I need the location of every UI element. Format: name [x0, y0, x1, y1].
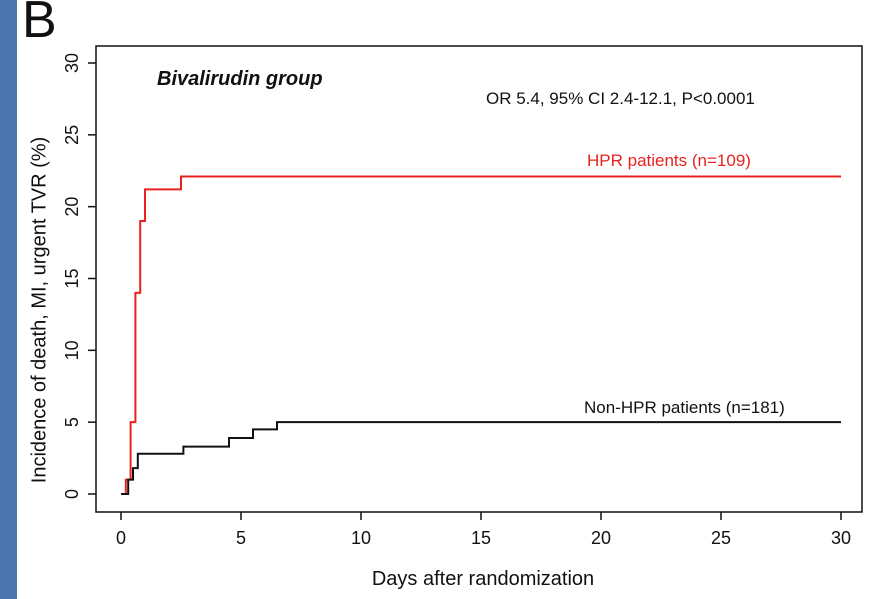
chart-labels: Bivalirudin group OR 5.4, 95% CI 2.4-12.…	[157, 68, 785, 417]
x-tick-label-30: 30	[831, 528, 851, 548]
stats-annotation: OR 5.4, 95% CI 2.4-12.1, P<0.0001	[486, 89, 755, 108]
y-tick-label-10: 10	[62, 340, 82, 360]
series-label-non-hpr: Non-HPR patients (n=181)	[584, 398, 785, 417]
x-tick-label-15: 15	[471, 528, 491, 548]
x-tick-label-0: 0	[116, 528, 126, 548]
y-tick-label-15: 15	[62, 268, 82, 288]
series-layer	[121, 175, 841, 495]
y-tick-label-5: 5	[62, 417, 82, 427]
chart-title: Bivalirudin group	[157, 68, 323, 90]
axes: 0 5 10 15 20 25 30 0 5 10 15 20 25 30	[62, 45, 863, 548]
y-axis-label: Incidence of death, MI, urgent TVR (%)	[28, 136, 51, 484]
series-line-1	[121, 421, 841, 495]
x-tick-label-25: 25	[711, 528, 731, 548]
y-tick-label-0: 0	[62, 489, 82, 499]
y-tick-label-30: 30	[62, 53, 82, 73]
x-tick-label-20: 20	[591, 528, 611, 548]
y-tick-label-20: 20	[62, 197, 82, 217]
series-label-hpr: HPR patients (n=109)	[587, 151, 751, 170]
x-axis-label: Days after randomization	[371, 568, 595, 590]
y-tick-label-25: 25	[62, 125, 82, 145]
left-accent-bar	[0, 0, 17, 599]
plot-frame	[95, 45, 863, 513]
panel-letter: B	[22, 0, 57, 49]
series-line-0	[121, 175, 841, 495]
x-tick-label-10: 10	[351, 528, 371, 548]
x-tick-label-5: 5	[236, 528, 246, 548]
